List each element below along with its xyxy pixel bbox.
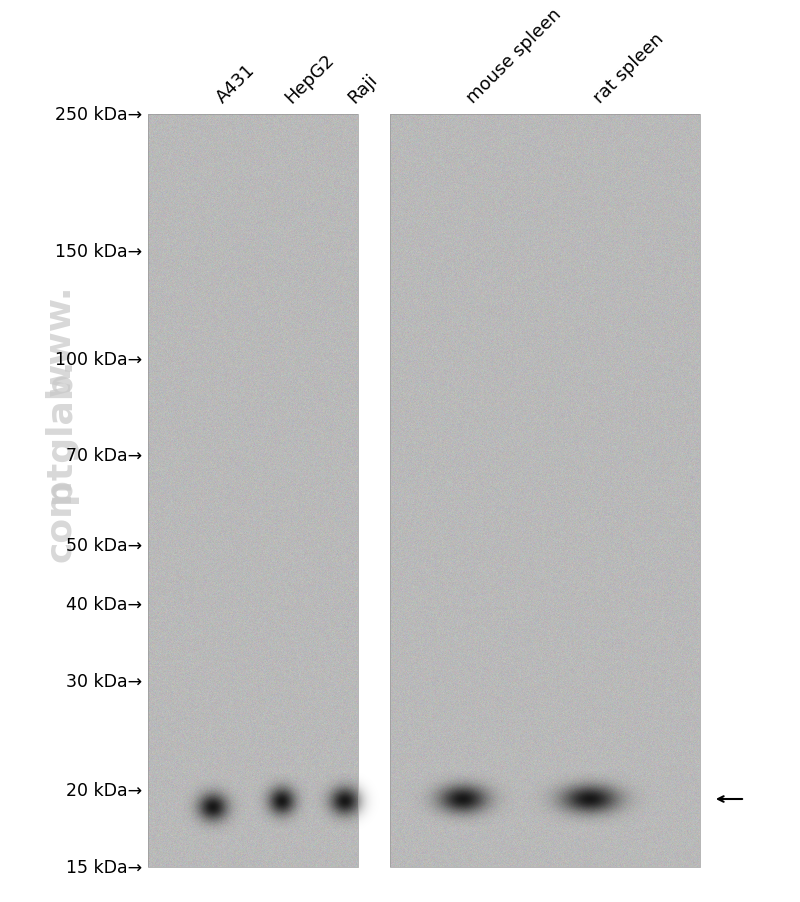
Text: 70 kDa→: 70 kDa→ <box>66 446 142 465</box>
Text: A431: A431 <box>213 61 258 106</box>
Text: 100 kDa→: 100 kDa→ <box>55 351 142 369</box>
Text: Raji: Raji <box>345 70 382 106</box>
Text: HepG2: HepG2 <box>282 51 338 106</box>
Text: com: com <box>43 477 77 561</box>
Text: 150 kDa→: 150 kDa→ <box>55 243 142 261</box>
Text: 15 kDa→: 15 kDa→ <box>66 858 142 876</box>
Text: 250 kDa→: 250 kDa→ <box>55 106 142 124</box>
Text: rat spleen: rat spleen <box>590 30 667 106</box>
Bar <box>148 115 358 867</box>
Text: mouse spleen: mouse spleen <box>463 5 565 106</box>
Text: 50 kDa→: 50 kDa→ <box>66 536 142 554</box>
Text: 30 kDa→: 30 kDa→ <box>66 673 142 691</box>
Text: ptglab.: ptglab. <box>43 357 77 502</box>
Text: 40 kDa→: 40 kDa→ <box>66 596 142 613</box>
Text: 20 kDa→: 20 kDa→ <box>66 781 142 799</box>
Text: www.: www. <box>43 284 77 395</box>
Bar <box>390 115 700 867</box>
